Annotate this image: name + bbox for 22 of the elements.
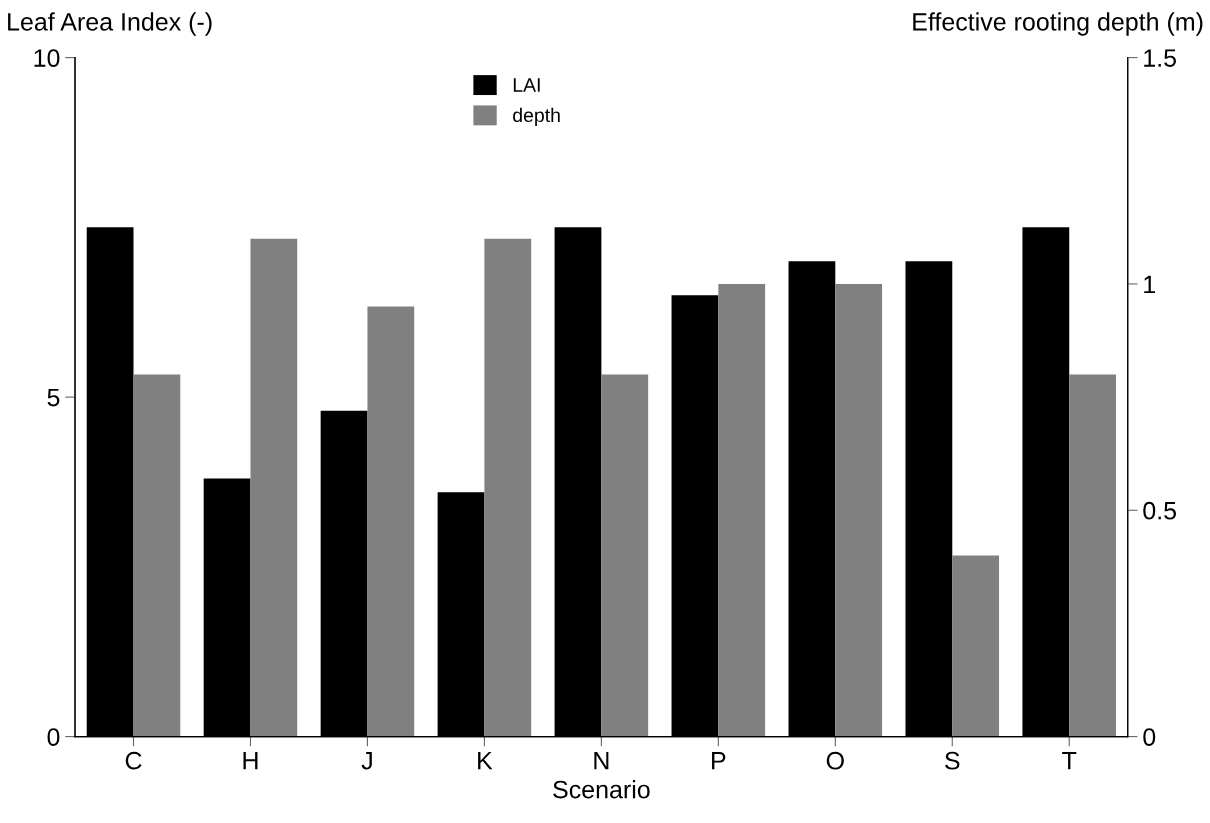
y2-tick-label: 0.5 [1143, 501, 1177, 520]
x-tick-label: P [712, 752, 726, 770]
y2-tick-label: 1.5 [1144, 49, 1177, 67]
legend-label: LAI [513, 78, 540, 92]
y2-tick-label: 1 [1144, 275, 1155, 293]
y-tick-label: 5 [47, 388, 60, 407]
x-tick-label: H [243, 752, 258, 770]
legend-label: depth [513, 107, 560, 126]
x-tick-label: J [361, 752, 372, 770]
x-tick-label: C [125, 751, 142, 770]
y-tick-label: 0 [47, 728, 60, 746]
x-tick-label: O [826, 751, 844, 770]
bar [484, 238, 532, 737]
x-tick-label: N [594, 752, 609, 770]
x-tick-label: K [478, 752, 493, 770]
x-tick-label: S [945, 751, 960, 770]
y-axis-title: Leaf Area Index (-) [8, 12, 212, 36]
x-axis-title: Scenario [553, 780, 650, 799]
y2-axis-title: Effective rooting depth (m) [913, 12, 1203, 36]
y2-tick-label: 0 [1143, 728, 1156, 746]
y-tick-label: 10 [34, 49, 60, 67]
x-tick-label: T [1062, 752, 1077, 770]
